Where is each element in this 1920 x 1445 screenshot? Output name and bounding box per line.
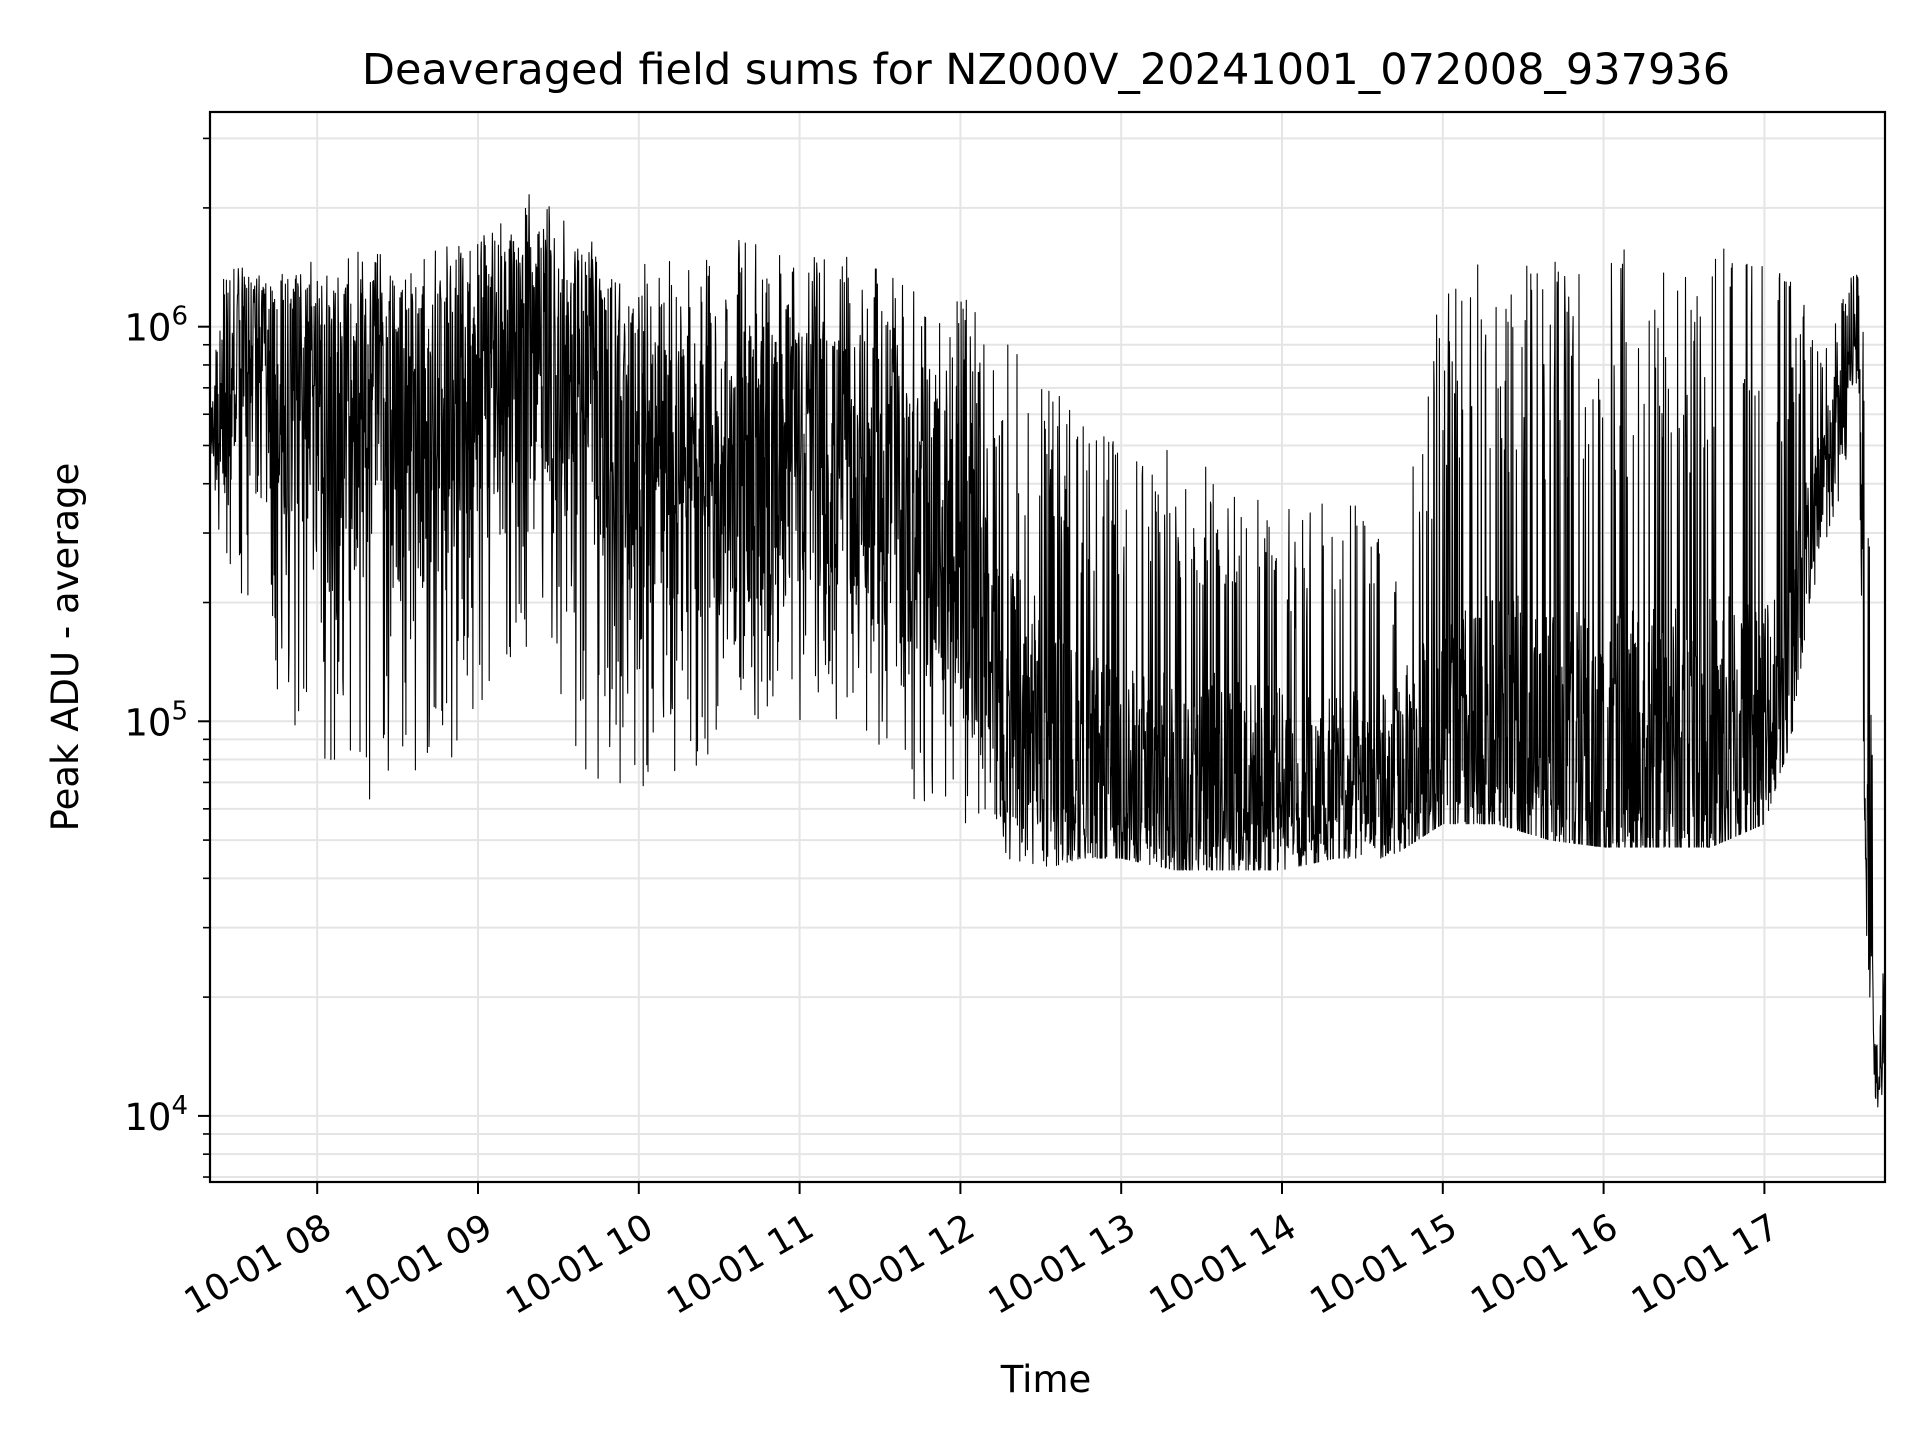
y-tick-label: 105 <box>124 696 188 744</box>
series-line <box>209 194 1886 1108</box>
x-axis-label: Time <box>1000 1358 1092 1401</box>
y-tick-label: 104 <box>124 1091 188 1139</box>
y-tick-label: 106 <box>124 302 188 350</box>
data-series <box>209 194 1886 1108</box>
chart-title: Deaveraged field sums for NZ000V_2024100… <box>362 45 1730 95</box>
y-axis-label: Peak ADU - average <box>44 463 87 832</box>
plot-frame <box>208 110 1887 1184</box>
